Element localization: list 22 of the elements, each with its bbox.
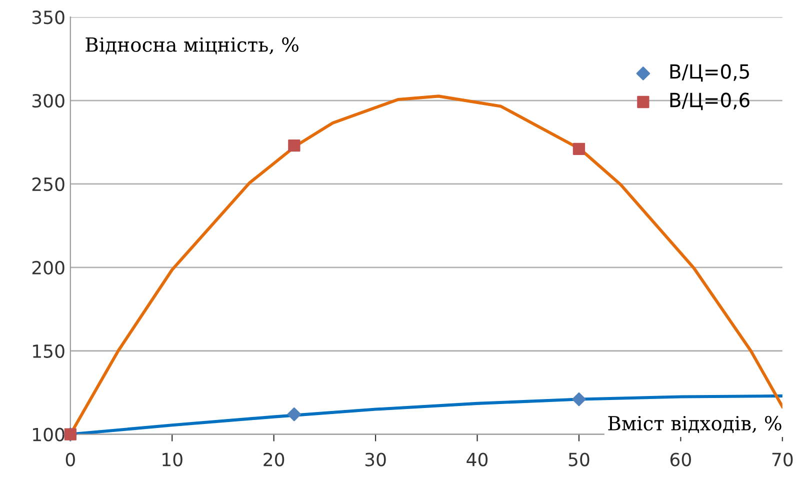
point: [572, 142, 586, 155]
point: [572, 392, 586, 406]
y-tick-label: 250: [32, 177, 64, 192]
x-tick-label: 60: [670, 452, 691, 466]
point: [287, 407, 302, 422]
y-tick-label: 300: [32, 94, 64, 108]
y-tick-label: 100: [33, 428, 64, 442]
x-tick-label: 70: [772, 452, 793, 466]
legend-label: В/Ц=0,6: [670, 92, 750, 110]
x-tick-label: 30: [365, 452, 386, 466]
y-axis-title: Відносна міцність, %: [86, 37, 298, 54]
x-axis-title: Вміст відходів, %: [608, 416, 782, 433]
y-tick-label: 150: [33, 344, 64, 358]
x-tick-label: 20: [264, 452, 284, 466]
point: [288, 140, 300, 152]
x-tick-label: 50: [568, 452, 590, 466]
y-tick-label: 200: [32, 260, 64, 275]
x-tick-label: 40: [466, 452, 488, 466]
x-tick-label: 10: [162, 452, 182, 466]
legend-label: В/Ц=0,5: [670, 64, 749, 82]
x-tick-label: 0: [66, 452, 75, 466]
y-tick-label: 350: [32, 10, 64, 24]
